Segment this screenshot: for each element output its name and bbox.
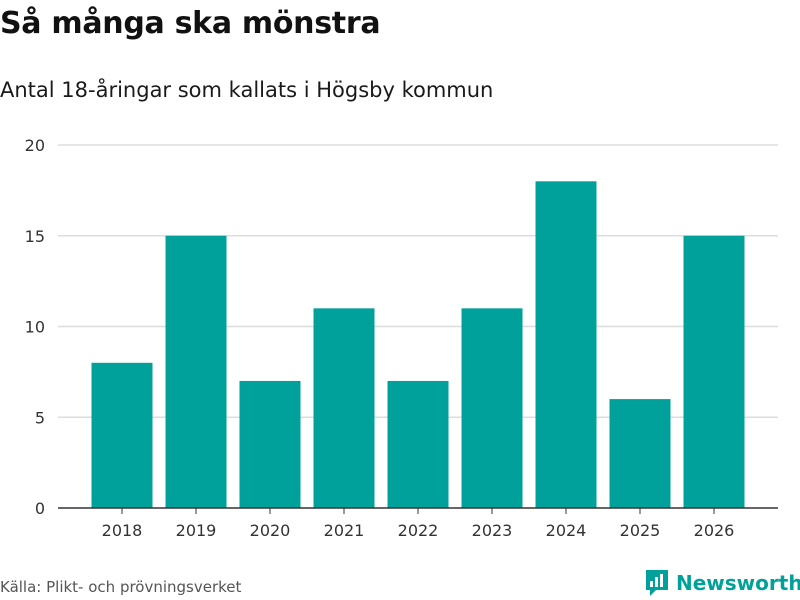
x-tick-label-2022: 2022 (398, 521, 439, 540)
x-tick-label-2023: 2023 (472, 521, 513, 540)
bars (91, 181, 745, 509)
bar-2022 (387, 380, 449, 508)
bar-2024 (535, 181, 597, 509)
y-axis-tick-labels: 0 5 10 15 20 (25, 136, 45, 518)
x-tick-label-2024: 2024 (546, 521, 587, 540)
x-tick-label-2025: 2025 (620, 521, 661, 540)
bar-2026 (683, 235, 745, 508)
bar-chart: 0 5 10 15 20 2018 2019 2020 2021 2022 2023 2024 202… (25, 136, 778, 540)
y-tick-label: 0 (35, 499, 45, 518)
x-tick-label-2021: 2021 (324, 521, 365, 540)
brand-name: Newsworthy (676, 571, 800, 595)
bar-2018 (91, 362, 153, 508)
x-tick-label-2019: 2019 (176, 521, 217, 540)
x-tick-label-2020: 2020 (250, 521, 291, 540)
x-tick-label-2026: 2026 (694, 521, 735, 540)
bar-2020 (239, 380, 301, 508)
chart-title: Så många ska mönstra (0, 6, 381, 41)
source-note: Källa: Plikt- och prövningsverket (0, 578, 242, 596)
y-tick-label: 20 (25, 136, 45, 155)
bar-2025 (609, 399, 671, 508)
bar-2021 (313, 308, 375, 508)
y-tick-label: 10 (25, 318, 45, 337)
bar-2019 (165, 235, 227, 508)
x-axis-tick-labels: 2018 2019 2020 2021 2022 2023 2024 2025 2026 (102, 508, 735, 540)
chart-subtitle: Antal 18-åringar som kallats i Högsby ko… (0, 78, 494, 102)
x-tick-label-2018: 2018 (102, 521, 143, 540)
y-tick-label: 15 (25, 227, 45, 246)
newsworthy-logo-icon (646, 570, 668, 596)
y-tick-label: 5 (35, 408, 45, 427)
bar-2023 (461, 308, 523, 508)
brand-logo: Newsworthy (644, 568, 800, 598)
